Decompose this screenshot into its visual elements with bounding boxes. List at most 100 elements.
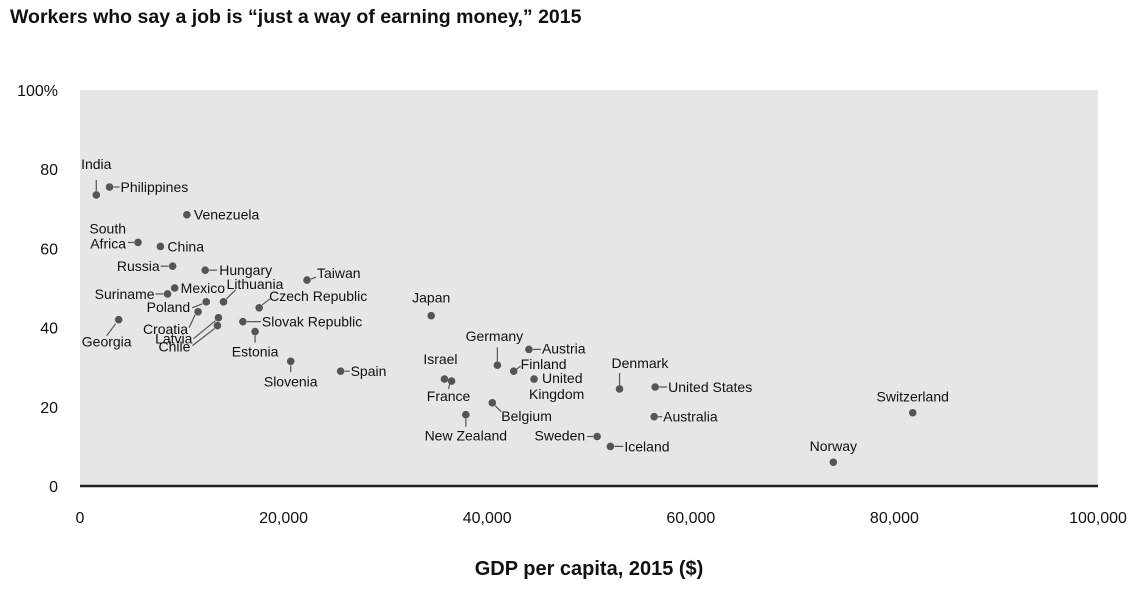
data-point — [493, 361, 502, 370]
data-point — [336, 367, 345, 375]
leader-line — [447, 383, 451, 390]
plot-background — [80, 90, 1098, 486]
y-axis-ticks: 100% 80 60 40 20 0 — [17, 83, 58, 496]
data-label: China — [167, 238, 204, 254]
data-label: Philippines — [121, 179, 189, 195]
data-point — [156, 242, 165, 251]
data-point — [286, 357, 295, 366]
data-label: United — [542, 370, 582, 386]
x-tick-label: 40,000 — [463, 510, 512, 527]
data-point — [303, 276, 311, 284]
data-point — [447, 377, 456, 385]
data-label: Australia — [663, 409, 718, 425]
data-point — [440, 375, 449, 383]
data-label: Chile — [159, 339, 191, 355]
y-tick-label: 80 — [40, 162, 58, 179]
data-label: France — [427, 388, 471, 404]
x-tick-label: 20,000 — [259, 510, 308, 527]
data-point — [530, 375, 538, 383]
x-axis-label: GDP per capita, 2015 ($) — [475, 558, 704, 580]
data-point — [92, 191, 101, 199]
leader-line — [226, 289, 236, 300]
data-point — [829, 458, 838, 467]
data-point — [509, 367, 518, 375]
leader-line — [193, 320, 216, 340]
data-label: Poland — [147, 299, 191, 315]
data-label: Slovak Republic — [262, 314, 362, 330]
data-label: Slovenia — [264, 373, 318, 389]
y-tick-label: 40 — [40, 321, 58, 338]
data-label: India — [81, 156, 112, 172]
data-label: Mexico — [181, 280, 226, 296]
data-label: Venezuela — [194, 207, 260, 223]
data-point — [201, 266, 210, 274]
leader-line — [106, 323, 117, 337]
data-label: Israel — [423, 351, 457, 367]
data-label: Kingdom — [529, 386, 584, 402]
y-tick-label: 20 — [40, 400, 58, 417]
data-label: Iceland — [624, 438, 669, 454]
y-tick-label: 60 — [40, 241, 58, 258]
x-axis-ticks: 0 20,000 40,000 60,000 80,000 100,000 — [76, 510, 1127, 527]
data-label: Denmark — [612, 355, 670, 371]
data-point — [427, 311, 436, 320]
data-label: Finland — [521, 356, 567, 372]
data-label: Georgia — [82, 334, 132, 350]
leader-line — [192, 303, 203, 309]
data-label: Czech Republic — [269, 288, 367, 304]
data-label: Japan — [412, 290, 450, 306]
x-tick-label: 100,000 — [1069, 510, 1127, 527]
data-label: Switzerland — [877, 389, 949, 405]
data-point — [488, 399, 497, 407]
data-label: Croatia — [143, 321, 188, 337]
label-leader-lines — [95, 179, 668, 447]
data-point — [615, 385, 624, 393]
x-tick-label: 80,000 — [870, 510, 919, 527]
data-label: New Zealand — [425, 428, 508, 444]
data-point — [163, 290, 172, 298]
data-label: Lithuania — [227, 276, 284, 292]
data-label: Spain — [351, 363, 387, 379]
data-label: Suriname — [95, 286, 155, 302]
data-point — [183, 210, 191, 219]
leader-line — [516, 365, 522, 370]
data-label: Africa — [90, 235, 126, 251]
data-label: Norway — [810, 438, 857, 454]
data-point — [168, 262, 177, 271]
data-point — [908, 408, 917, 417]
data-point — [255, 304, 263, 312]
data-point — [239, 317, 247, 326]
x-tick-label: 0 — [76, 510, 85, 527]
data-point — [219, 298, 228, 306]
data-point — [194, 307, 202, 316]
data-point — [214, 313, 223, 322]
leader-line — [188, 314, 196, 329]
x-tick-label: 60,000 — [666, 510, 715, 527]
data-point — [202, 298, 211, 306]
leader-line — [310, 276, 317, 280]
data-point — [606, 442, 615, 451]
data-label: Estonia — [232, 344, 279, 360]
data-label: Taiwan — [317, 265, 361, 281]
data-label: Russia — [117, 258, 160, 274]
data-point — [251, 327, 259, 336]
data-label: Austria — [542, 340, 586, 356]
data-point — [213, 321, 222, 330]
leader-line — [261, 298, 271, 306]
data-label: Latvia — [155, 331, 193, 347]
data-point — [114, 315, 123, 324]
chart-title: Workers who say a job is “just a way of … — [10, 6, 582, 28]
y-tick-label: 100% — [17, 83, 58, 100]
data-points — [92, 183, 917, 467]
data-label: Germany — [466, 328, 524, 344]
data-point — [170, 284, 179, 292]
leader-line — [192, 328, 215, 347]
data-label: Sweden — [535, 428, 586, 444]
data-label: United States — [668, 379, 752, 395]
data-point — [525, 345, 533, 354]
data-point — [105, 183, 114, 191]
data-label: Belgium — [501, 408, 552, 424]
data-label: Hungary — [219, 262, 272, 278]
